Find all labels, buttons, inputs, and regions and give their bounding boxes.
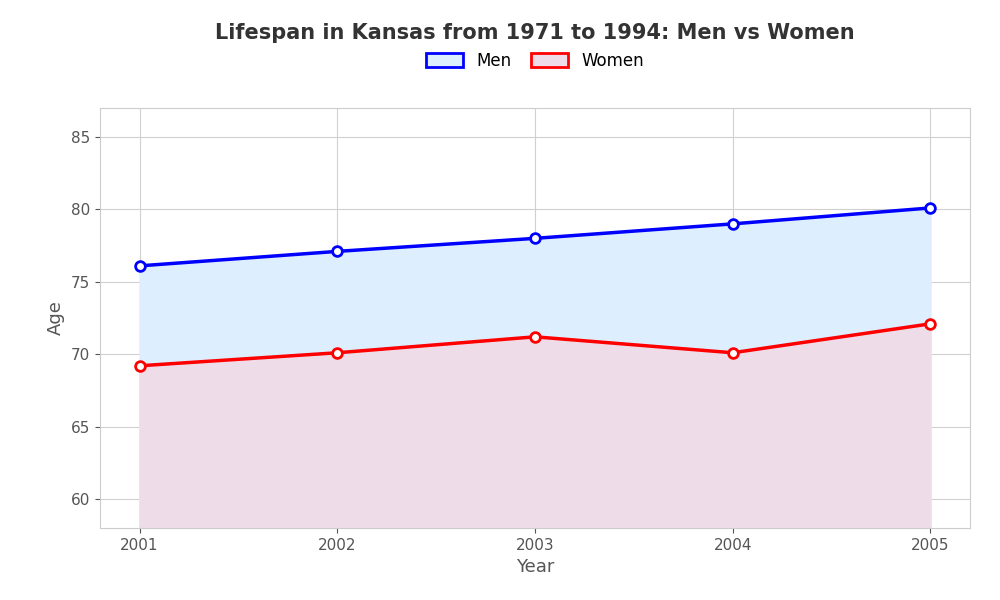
X-axis label: Year: Year: [516, 558, 554, 576]
Legend: Men, Women: Men, Women: [419, 45, 651, 76]
Y-axis label: Age: Age: [47, 301, 65, 335]
Title: Lifespan in Kansas from 1971 to 1994: Men vs Women: Lifespan in Kansas from 1971 to 1994: Me…: [215, 23, 855, 43]
